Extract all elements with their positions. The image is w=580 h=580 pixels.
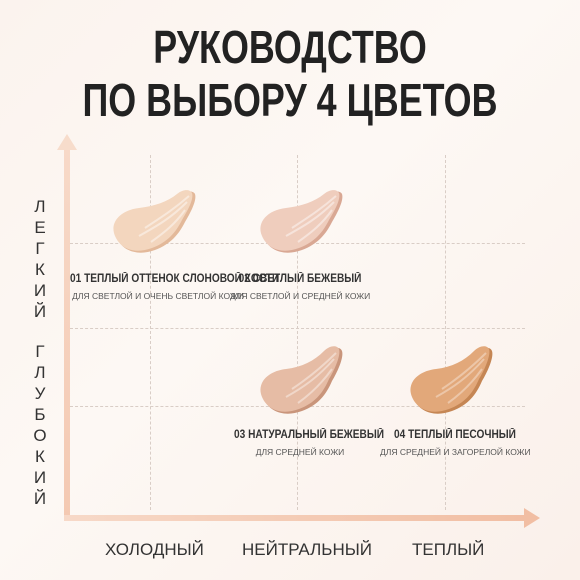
page-title-line-1: РУКОВОДСТВО [153,21,427,73]
y-axis-label-deep: Г Л У Б О К И Й [33,342,47,508]
shade-04-subtitle: ДЛЯ СРЕДНЕЙ И ЗАГОРЕЛОЙ КОЖИ [380,447,531,457]
swatch-01-icon [113,190,196,253]
page-title-line-2: ПО ВЫБОРУ 4 ЦВЕТОВ [82,74,498,126]
swatch-02-icon [260,190,343,253]
shade-03-title: 03 НАТУРАЛЬНЫЙ БЕЖЕВЫЙ [234,429,385,441]
x-axis-label-neutral: НЕЙТРАЛЬНЫЙ [242,540,372,559]
shade-04-title: 04 ТЕПЛЫЙ ПЕСОЧНЫЙ [394,429,516,441]
grid-line-horizontal-2 [70,328,525,329]
swatch-03-icon [260,346,343,414]
shade-02-title: 02 СВЕТЛЫЙ БЕЖЕВЫЙ [238,273,362,285]
grid-line-vertical-3 [445,155,446,510]
swatch-04-icon [410,346,493,414]
x-axis-label-warm: ТЕПЛЫЙ [412,540,485,559]
y-axis-label-light: Л Е Г К И Й [33,197,47,321]
grid-line-vertical-2 [297,155,298,510]
vertical-axis [64,148,70,518]
x-axis-label-cool: ХОЛОДНЫЙ [105,540,204,559]
arrow-right-icon [524,508,540,528]
grid-line-vertical-1 [150,155,151,510]
shade-02-subtitle: ДЛЯ СВЕТЛОЙ И СРЕДНЕЙ КОЖИ [230,291,371,301]
shade-01-title: 01 ТЕПЛЫЙ ОТТЕНОК СЛОНОВОЙ КОСТИ [70,273,280,285]
arrow-up-icon [57,134,77,150]
shade-01-subtitle: ДЛЯ СВЕТЛОЙ И ОЧЕНЬ СВЕТЛОЙ КОЖИ [72,291,244,301]
shade-03-subtitle: ДЛЯ СРЕДНЕЙ КОЖИ [255,447,345,457]
horizontal-axis [64,515,526,521]
